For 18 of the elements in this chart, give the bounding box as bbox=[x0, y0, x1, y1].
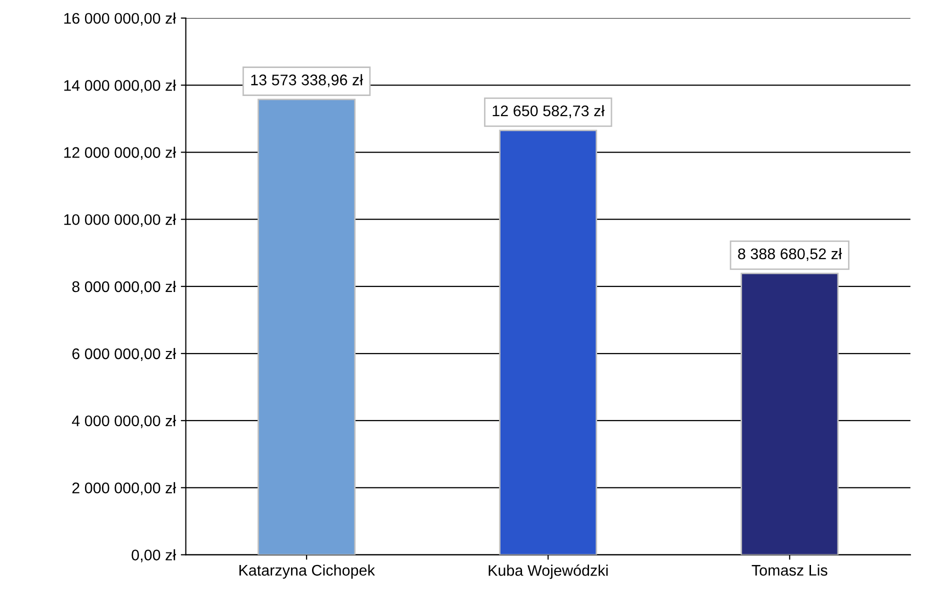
y-tick-label: 12 000 000,00 zł bbox=[64, 146, 176, 160]
data-label: 12 650 582,73 zł bbox=[492, 105, 605, 118]
x-tick-label: Katarzyna Cichopek bbox=[239, 564, 375, 579]
y-tick-label: 8 000 000,00 zł bbox=[72, 280, 176, 294]
bar bbox=[740, 272, 839, 555]
y-tick-label: 2 000 000,00 zł bbox=[72, 482, 176, 496]
y-tick-label: 14 000 000,00 zł bbox=[64, 80, 176, 93]
y-tick-label: 0,00 zł bbox=[132, 549, 176, 562]
x-tick-label: Kuba Wojewódzki bbox=[488, 564, 608, 579]
bar bbox=[258, 98, 356, 555]
y-tick-label: 4 000 000,00 zł bbox=[72, 415, 176, 428]
data-label: 13 573 338,96 zł bbox=[251, 74, 363, 88]
y-tick-label: 6 000 000,00 zł bbox=[72, 348, 176, 361]
y-tick-label: 16 000 000,00 zł bbox=[64, 12, 176, 26]
y-tick-label: 10 000 000,00 zł bbox=[64, 214, 176, 227]
bar bbox=[499, 130, 598, 555]
x-tick-label: Tomasz Lis bbox=[752, 564, 828, 576]
data-label: 8 388 680,52 zł bbox=[738, 248, 842, 262]
